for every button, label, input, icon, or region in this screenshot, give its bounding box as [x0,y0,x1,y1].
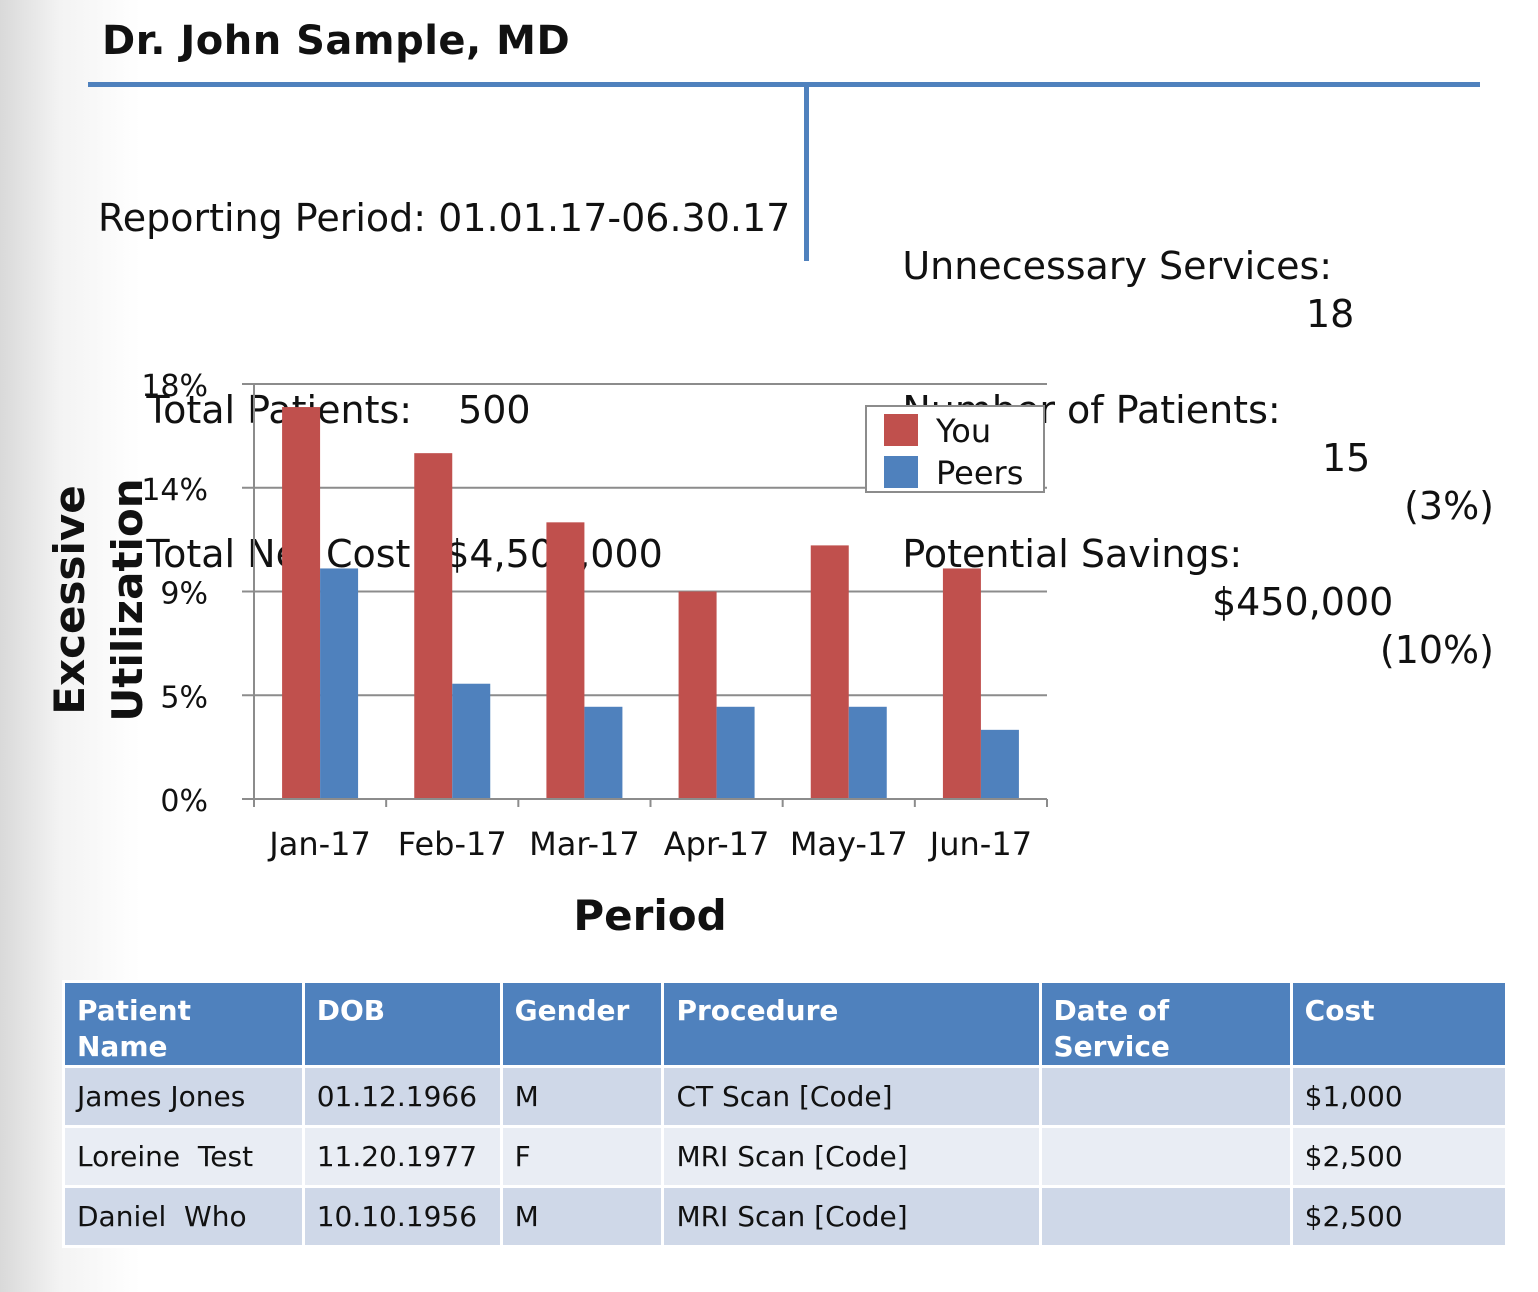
x-axis-title: Period [573,891,726,940]
bar-you-jan-17 [282,407,321,799]
x-tick-label: Feb-17 [398,825,507,863]
table-cell: $2,500 [1289,1185,1509,1248]
legend-swatch-you [884,414,918,446]
legend-swatch-peers [884,456,918,488]
summary-divider [804,87,809,261]
total-patients-label: Total Patients: [146,388,413,432]
bar-you-may-17 [810,545,849,799]
table-cell: $1,000 [1289,1065,1509,1128]
utilization-bar-chart: 0% 5% 9% 14% 18% Jan-17 Feb-17 Mar-17 Apr-17 May-… [45,369,1048,940]
unnecessary-services-label: Unnecessary Services: [902,244,1333,288]
table-cell: 10.10.1956 [301,1185,503,1248]
table-cell: F [499,1125,665,1188]
x-tick-label: Jan-17 [267,825,371,863]
number-of-patients-value: 15 [1322,436,1371,480]
bar-peers-jan-17 [320,568,359,799]
column-header[interactable]: DOB [301,980,503,1068]
chart-legend: You Peers [865,405,1045,493]
potential-savings-value: $450,000 [1212,580,1394,624]
x-tick-label: Apr-17 [664,825,770,863]
x-tick-label: Mar-17 [529,825,640,863]
y-axis-title: Excessive Utilization [45,478,152,721]
table-body: James Jones 01.12.1966 M CT Scan [Code] $1,0… [62,1065,1509,1248]
doctor-name: Dr. John Sample, MD [102,18,571,64]
table-cell [1038,1065,1293,1128]
table-cell: 11.20.1977 [301,1125,503,1188]
column-header[interactable]: Date of Service [1038,980,1293,1068]
y-axis-title-line: Utilization [103,478,152,721]
column-header[interactable]: Procedure [661,980,1042,1068]
legend-label-you: You [935,412,991,450]
bar-peers-apr-17 [716,706,755,799]
table-cell: M [499,1185,665,1248]
table-cell: Loreine Test [62,1125,305,1188]
table-row[interactable]: James Jones 01.12.1966 M CT Scan [Code] $1,0… [62,1065,1509,1128]
unnecessary-services-value: 18 [1306,292,1355,336]
legend-label-peers: Peers [936,454,1023,492]
potential-savings: Potential Savings: $450,000 (10%) [854,482,1494,672]
header-divider [88,82,1480,87]
y-tick-label: 9% [160,577,208,612]
table-cell: 01.12.1966 [301,1065,503,1128]
column-header[interactable]: Cost [1289,980,1509,1068]
total-patients-value: 500 [458,388,531,432]
chart-axes [242,383,1048,807]
table-cell: Daniel Who [62,1185,305,1248]
bar-you-mar-17 [546,522,585,799]
unnecessary-services: Unnecessary Services: 18 [854,194,1494,336]
bar-you-jun-17 [942,568,981,799]
potential-savings-label: Potential Savings: [902,532,1243,576]
table-header-row: Patient Name DOB Gender Procedure Date of Se… [62,980,1509,1068]
chart-tick-labels: 0% 5% 9% 14% 18% Jan-17 Feb-17 Mar-17 Apr-17 May-… [141,369,1032,863]
table-row[interactable]: Daniel Who 10.10.1956 M MRI Scan [Code] $2,5… [62,1185,1509,1248]
patient-table: Patient Name DOB Gender Procedure Date of Se… [62,980,1509,1248]
y-tick-label: 14% [141,473,208,508]
table-cell: James Jones [62,1065,305,1128]
table-cell [1038,1185,1293,1248]
number-of-patients-pct: (3%) [1404,484,1494,528]
bar-you-feb-17 [414,453,453,799]
potential-savings-pct: (10%) [1379,628,1494,672]
bar-you-apr-17 [678,591,717,799]
table-cell: CT Scan [Code] [661,1065,1042,1128]
x-tick-label: May-17 [790,825,908,863]
total-patients: Total Patients: 500 [98,338,790,432]
table-cell: MRI Scan [Code] [661,1125,1042,1188]
bar-peers-may-17 [848,706,887,799]
table-cell: MRI Scan [Code] [661,1185,1042,1248]
bar-peers-mar-17 [584,706,623,799]
table-cell [1038,1125,1293,1188]
column-header[interactable]: Patient Name [62,980,305,1068]
bar-peers-feb-17 [452,683,491,799]
table-cell: M [499,1065,665,1128]
y-tick-label: 5% [160,680,208,715]
y-tick-label: 0% [160,784,208,819]
table-row[interactable]: Loreine Test 11.20.1977 F MRI Scan [Code] $2… [62,1125,1509,1188]
chart-bars [282,407,1019,799]
y-axis-title-line: Excessive [45,485,94,714]
reporting-period: Reporting Period: 01.01.17-06.30.17 [98,196,791,240]
y-tick-label: 18% [141,369,208,404]
column-header[interactable]: Gender [499,980,665,1068]
bar-peers-jun-17 [980,729,1019,799]
x-tick-label: Jun-17 [928,825,1032,863]
table-cell: $2,500 [1289,1125,1509,1188]
